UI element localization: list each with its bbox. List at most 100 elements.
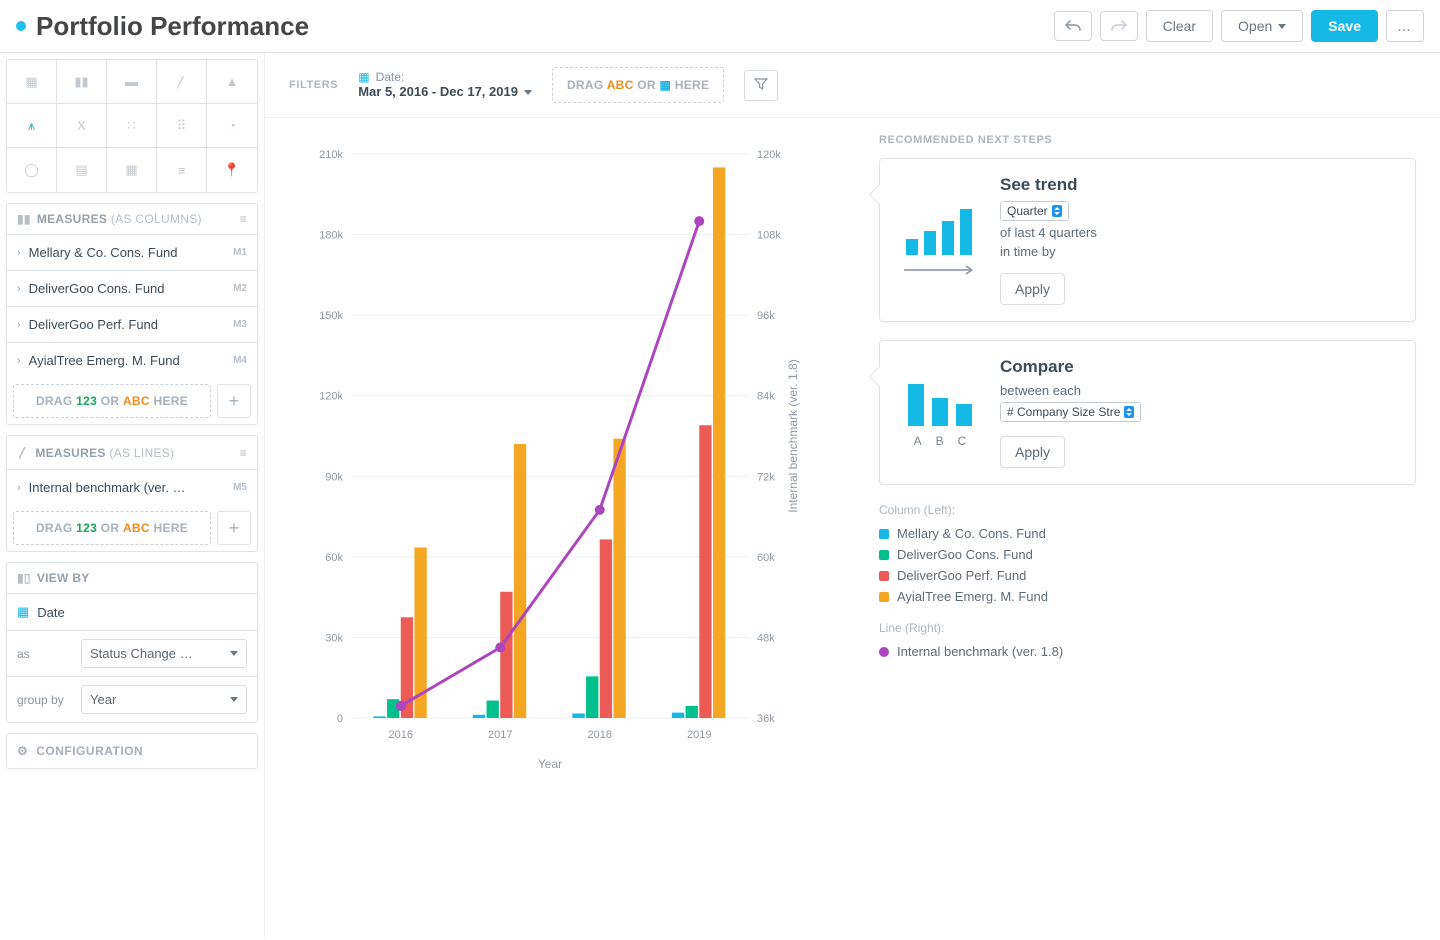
measure-item[interactable]: ›DeliverGoo Perf. FundM3 xyxy=(7,307,257,343)
svg-text:36k: 36k xyxy=(757,713,775,725)
measure-tag: M2 xyxy=(233,283,247,294)
compare-line1: between each xyxy=(1000,383,1141,398)
measure-item[interactable]: ›AyialTree Emerg. M. FundM4 xyxy=(7,343,257,378)
bar-mini-icon: ▮▮ xyxy=(17,212,31,226)
legend-swatch xyxy=(879,647,889,657)
pie-icon[interactable]: ◔ xyxy=(207,104,257,148)
area-icon[interactable]: ▲ xyxy=(207,60,257,104)
recommend-compare-card: ABC Compare between each # Company Size … xyxy=(879,340,1416,485)
configuration-label: CONFIGURATION xyxy=(36,744,143,758)
svg-text:30k: 30k xyxy=(325,632,343,644)
scatter-icon[interactable]: ∷ xyxy=(107,104,157,148)
groupby-select[interactable]: Year xyxy=(81,685,247,714)
bubble-icon[interactable]: ⠿ xyxy=(157,104,207,148)
as-select[interactable]: Status Change … xyxy=(81,639,247,668)
header-left: Portfolio Performance xyxy=(16,11,309,42)
measure-item[interactable]: ›Internal benchmark (ver. …M5 xyxy=(7,470,257,505)
open-label: Open xyxy=(1238,18,1272,34)
more-icon: … xyxy=(1397,18,1413,34)
line-icon[interactable]: 〳 xyxy=(157,60,207,104)
svg-text:210k: 210k xyxy=(319,149,343,161)
svg-text:96k: 96k xyxy=(757,310,775,322)
right-column: RECOMMENDED NEXT STEPS See trend xyxy=(869,134,1416,921)
viewby-attribute[interactable]: ▦ Date xyxy=(7,594,257,631)
add-measure-col-button[interactable]: + xyxy=(217,384,251,418)
measures-cols-title: ▮▮MEASURES (AS COLUMNS) xyxy=(17,212,202,226)
legend-label: DeliverGoo Cons. Fund xyxy=(897,547,1033,562)
configuration-panel-header[interactable]: ⚙ CONFIGURATION xyxy=(6,733,258,769)
line-mini-icon: 〳 xyxy=(17,446,29,460)
app-header: Portfolio Performance Clear Open Save … xyxy=(0,0,1440,53)
open-button[interactable]: Open xyxy=(1221,10,1303,42)
compare-body: Compare between each # Company Size Stre… xyxy=(1000,357,1141,468)
pivot-icon[interactable]: ▦ xyxy=(107,148,157,192)
chart-canvas: 030k60k90k120k150k180k210k36k48k60k72k84… xyxy=(289,134,849,921)
add-measure-line-button[interactable]: + xyxy=(217,511,251,545)
measure-item[interactable]: ›DeliverGoo Cons. FundM2 xyxy=(7,271,257,307)
trend-title: See trend xyxy=(1000,175,1097,195)
filter-dropzone[interactable]: DRAG ABC OR ▦ HERE xyxy=(552,67,724,103)
compare-thumbnail: ABC xyxy=(898,357,982,468)
date-filter-chip[interactable]: ▦Date: Mar 5, 2016 - Dec 17, 2019 xyxy=(358,70,532,100)
legend-col-label: Column (Left): xyxy=(879,503,1416,517)
bar-icon[interactable]: ▮▮ xyxy=(57,60,107,104)
chevron-down-icon xyxy=(230,697,238,702)
x-icon[interactable]: X xyxy=(57,104,107,148)
legend-swatch xyxy=(879,571,889,581)
measures-cols-dropzone[interactable]: DRAG 123 OR ABC HERE xyxy=(13,384,211,418)
trend-line3: in time by xyxy=(1000,244,1097,259)
more-menu-button[interactable]: … xyxy=(1386,10,1424,42)
legend-swatch xyxy=(879,550,889,560)
svg-text:72k: 72k xyxy=(757,471,775,483)
panel-menu-button[interactable]: ≡ xyxy=(240,446,247,460)
chevron-down-icon xyxy=(524,90,532,95)
svg-text:108k: 108k xyxy=(757,230,781,242)
clear-button[interactable]: Clear xyxy=(1146,10,1213,42)
svg-text:120k: 120k xyxy=(319,391,343,403)
legend-swatch xyxy=(879,529,889,539)
trend-apply-button[interactable]: Apply xyxy=(1000,273,1065,305)
trend-granularity-select[interactable]: Quarter xyxy=(1000,201,1069,221)
chevron-right-icon: › xyxy=(17,482,21,494)
measures-lines-list: ›Internal benchmark (ver. …M5 xyxy=(7,470,257,505)
legend-item[interactable]: Mellary & Co. Cons. Fund xyxy=(879,523,1416,544)
unsaved-dot-icon xyxy=(16,21,26,31)
measure-label: AyialTree Emerg. M. Fund xyxy=(29,353,180,368)
table-icon[interactable]: ▦ xyxy=(7,60,57,104)
legend-item[interactable]: Internal benchmark (ver. 1.8) xyxy=(879,641,1416,662)
headline-icon[interactable]: ▤ xyxy=(57,148,107,192)
legend-item[interactable]: AyialTree Emerg. M. Fund xyxy=(879,586,1416,607)
geo-icon[interactable]: 📍 xyxy=(207,148,257,192)
compare-title: Compare xyxy=(1000,357,1141,377)
filters-label: FILTERS xyxy=(289,79,338,91)
save-button[interactable]: Save xyxy=(1311,10,1378,42)
legend-label: DeliverGoo Perf. Fund xyxy=(897,568,1026,583)
legend-lines: Internal benchmark (ver. 1.8) xyxy=(879,641,1416,662)
filter-options-button[interactable] xyxy=(744,70,778,101)
legend-swatch xyxy=(879,592,889,602)
legend-item[interactable]: DeliverGoo Perf. Fund xyxy=(879,565,1416,586)
chevron-right-icon: › xyxy=(17,319,21,331)
measure-item[interactable]: ›Mellary & Co. Cons. FundM1 xyxy=(7,235,257,271)
svg-text:150k: 150k xyxy=(319,310,343,322)
trend-line2: of last 4 quarters xyxy=(1000,225,1097,240)
compare-apply-button[interactable]: Apply xyxy=(1000,436,1065,468)
donut-icon[interactable]: ◯ xyxy=(7,148,57,192)
date-filter-label: Date: xyxy=(376,70,405,84)
page-title: Portfolio Performance xyxy=(36,11,309,42)
legend-item[interactable]: DeliverGoo Cons. Fund xyxy=(879,544,1416,565)
redo-button[interactable] xyxy=(1100,11,1138,41)
measures-lines-title: 〳MEASURES (AS LINES) xyxy=(17,444,174,461)
measures-lines-dropzone[interactable]: DRAG 123 OR ABC HERE xyxy=(13,511,211,545)
measures-columns-panel: ▮▮MEASURES (AS COLUMNS) ≡ ›Mellary & Co.… xyxy=(6,203,258,425)
panel-menu-button[interactable]: ≡ xyxy=(240,212,247,226)
repeater-icon[interactable]: ≡ xyxy=(157,148,207,192)
undo-button[interactable] xyxy=(1054,11,1092,41)
legend-label: AyialTree Emerg. M. Fund xyxy=(897,589,1048,604)
svg-text:84k: 84k xyxy=(757,391,775,403)
hbar-icon[interactable]: ▬ xyxy=(107,60,157,104)
recommend-label: RECOMMENDED NEXT STEPS xyxy=(879,134,1416,146)
calendar-icon: ▦ xyxy=(660,78,672,92)
compare-attribute-select[interactable]: # Company Size Stre xyxy=(1000,402,1141,422)
combo-icon[interactable]: ⩚ xyxy=(7,104,57,148)
